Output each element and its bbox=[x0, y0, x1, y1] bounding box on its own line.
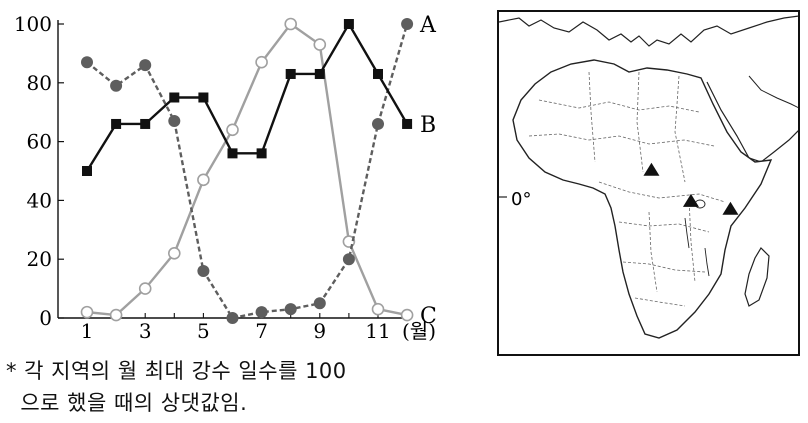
series-C: C bbox=[80, 17, 437, 329]
series-layer: C A B bbox=[80, 13, 437, 329]
data-point-B bbox=[169, 92, 180, 103]
africa-map-svg: 0° bbox=[499, 15, 798, 339]
footnote-line-1: * 각 지역의 월 최대 강수 일수를 100 bbox=[6, 359, 347, 383]
y-tick-label: 60 bbox=[27, 130, 52, 154]
line-chart: 1 3 5 7 9 11 0 20 40 60 80 100 (월) C A B bbox=[14, 12, 437, 343]
y-tick-label: 40 bbox=[27, 188, 52, 212]
data-point-B bbox=[140, 118, 151, 129]
data-point-C bbox=[371, 302, 385, 316]
series-label-A: A bbox=[419, 13, 437, 38]
series-A: A bbox=[81, 13, 437, 324]
map-markers bbox=[643, 162, 739, 215]
data-point-B bbox=[82, 166, 92, 176]
data-point-B bbox=[314, 68, 325, 79]
data-point-A bbox=[284, 303, 297, 316]
data-point-A bbox=[197, 264, 210, 277]
data-point-A bbox=[313, 297, 326, 310]
y-tick-label: 100 bbox=[14, 12, 52, 36]
x-tick-label: 5 bbox=[197, 319, 210, 343]
x-axis-label: (월) bbox=[402, 319, 436, 343]
data-point-A bbox=[110, 79, 123, 92]
madagascar bbox=[744, 247, 770, 307]
lake-malawi bbox=[704, 247, 710, 277]
data-point-B bbox=[227, 148, 238, 159]
data-point-C bbox=[255, 55, 268, 69]
footnote: * 각 지역의 월 최대 강수 일수를 100 으로 했을 때의 상댓값임. bbox=[6, 355, 347, 419]
equator-label: 0° bbox=[511, 189, 531, 210]
country-borders bbox=[528, 71, 726, 307]
x-tick-label: 3 bbox=[139, 319, 152, 343]
data-point-B bbox=[285, 68, 296, 79]
x-tick-label: 1 bbox=[81, 319, 94, 343]
data-point-B bbox=[198, 92, 209, 103]
data-point-A bbox=[401, 18, 414, 30]
x-tick-label: 7 bbox=[255, 319, 268, 343]
data-point-B bbox=[373, 68, 383, 79]
triangle-marker bbox=[643, 162, 660, 176]
series-line-C bbox=[86, 22, 408, 317]
y-tick-label: 80 bbox=[27, 71, 52, 95]
series-B: B bbox=[82, 19, 436, 176]
data-point-A bbox=[342, 253, 355, 266]
series-label-C: C bbox=[420, 304, 437, 329]
data-point-C bbox=[138, 282, 152, 295]
persian-gulf bbox=[748, 75, 798, 109]
data-point-A bbox=[81, 56, 93, 69]
y-tick-labels: 0 20 40 60 80 100 bbox=[14, 12, 64, 330]
y-tick-label: 20 bbox=[27, 247, 52, 271]
data-point-C bbox=[80, 305, 94, 319]
footnote-line-2: 으로 했을 때의 상댓값임. bbox=[6, 391, 248, 415]
europe-coast bbox=[499, 15, 798, 47]
data-point-C bbox=[313, 38, 327, 51]
x-tick-labels: 1 3 5 7 9 11 bbox=[81, 313, 408, 343]
data-point-C bbox=[226, 123, 239, 137]
series-label-B: B bbox=[420, 113, 436, 138]
data-point-C bbox=[400, 308, 414, 322]
data-point-A bbox=[255, 306, 268, 319]
data-point-B bbox=[256, 148, 267, 159]
lake-tanganyika bbox=[684, 217, 690, 249]
arabia-coast bbox=[706, 81, 798, 163]
data-point-B bbox=[111, 118, 122, 129]
data-point-A bbox=[139, 59, 152, 72]
africa-map: 0° bbox=[497, 10, 800, 356]
series-line-A bbox=[86, 23, 409, 320]
x-tick-label: 9 bbox=[313, 319, 326, 343]
y-tick-label: 0 bbox=[39, 306, 52, 330]
triangle-marker bbox=[682, 193, 699, 207]
triangle-marker bbox=[722, 201, 739, 215]
x-tick-label: 11 bbox=[365, 319, 390, 343]
data-point-B bbox=[402, 118, 413, 129]
africa-coast bbox=[512, 59, 773, 339]
data-point-C bbox=[168, 247, 181, 260]
data-point-B bbox=[343, 19, 354, 29]
chart-axes bbox=[57, 20, 412, 319]
data-point-C bbox=[284, 17, 298, 31]
data-point-C bbox=[109, 308, 123, 322]
data-point-A bbox=[226, 312, 239, 324]
data-point-A bbox=[168, 115, 181, 128]
data-point-C bbox=[197, 173, 210, 187]
data-point-A bbox=[372, 117, 384, 130]
